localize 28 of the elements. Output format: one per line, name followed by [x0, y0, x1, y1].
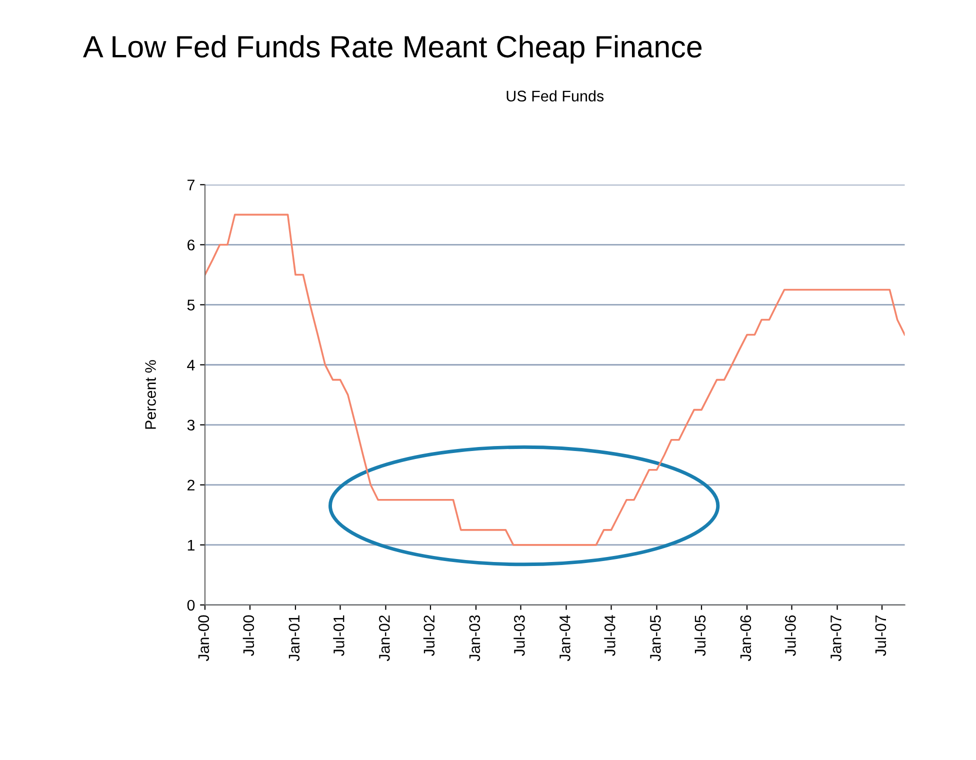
y-tick-label: 2 [188, 480, 194, 490]
y-tick-label: 5 [187, 300, 195, 310]
x-tick-label: Jul-02 [423, 615, 435, 656]
x-tick-label: Jul-03 [514, 615, 525, 656]
chart-title: A Low Fed Funds Rate Meant Cheap Finance [83, 35, 702, 64]
x-tick-label: Jan-00 [198, 615, 210, 662]
chart-subtitle: US Fed Funds [506, 90, 604, 102]
x-tick-label: Jan-04 [560, 615, 570, 662]
x-tick-label: Jan-01 [288, 615, 300, 662]
x-tick-label: Jul-00 [242, 615, 254, 656]
y-tick-label: 0 [187, 600, 195, 611]
x-tick-label: Jan-06 [740, 615, 752, 662]
x-tick-label: Jan-03 [469, 615, 480, 662]
x-tick-label: Jan-02 [379, 615, 390, 662]
x-tick-label: Jul-04 [604, 615, 616, 656]
x-tick-label: Jan-05 [650, 615, 661, 662]
y-tick-label: 3 [187, 420, 195, 431]
x-tick-label: Jan-07 [830, 615, 842, 662]
y-axis-title: Percent % [145, 360, 156, 429]
y-tick-label: 6 [188, 240, 195, 250]
x-tick-label: Jul-05 [694, 615, 706, 656]
y-tick-label: 1 [188, 540, 194, 550]
y-tick-label: 4 [187, 360, 195, 370]
x-tick-label: Jul-01 [333, 615, 344, 656]
line-series [204, 214, 905, 546]
y-tick-label: 7 [188, 180, 194, 190]
x-tick-label: Jul-06 [784, 615, 796, 656]
x-tick-label: Jul-07 [874, 615, 886, 656]
